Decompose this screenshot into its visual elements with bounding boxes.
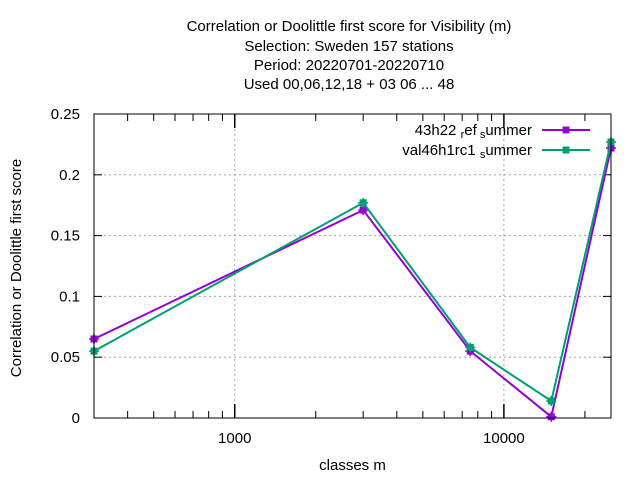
series-line bbox=[93, 147, 612, 419]
plot-frame bbox=[93, 113, 612, 419]
legend-swatch-marker bbox=[562, 146, 570, 154]
y-axis-label: Correlation or Doolittle first score bbox=[8, 159, 25, 377]
series-line bbox=[93, 141, 612, 403]
legend-label-1: val46h1rc1 summer bbox=[402, 142, 532, 161]
series-1 bbox=[89, 136, 616, 406]
y-tick-label: 0.15 bbox=[51, 228, 80, 245]
legend-swatch-marker bbox=[562, 126, 570, 134]
title-line-0: Correlation or Doolittle first score for… bbox=[187, 18, 512, 35]
grid-lines bbox=[94, 114, 611, 418]
title-line-2: Period: 20220701-20220710 bbox=[254, 57, 444, 74]
y-tick-label: 0.05 bbox=[51, 349, 80, 366]
y-tick-label: 0.2 bbox=[59, 167, 80, 184]
x-axis-label: classes m bbox=[319, 457, 386, 474]
y-tick-label: 0 bbox=[72, 410, 80, 427]
title-line-1: Selection: Sweden 157 stations bbox=[244, 38, 453, 55]
y-tick-label: 0.25 bbox=[51, 106, 80, 123]
y-tick-label: 0.1 bbox=[59, 288, 80, 305]
series-layer bbox=[89, 136, 616, 422]
series-0 bbox=[89, 143, 616, 422]
legend-label-0: 43h22 ref summer bbox=[415, 122, 532, 141]
title-line-3: Used 00,06,12,18 + 03 06 ... 48 bbox=[244, 76, 455, 93]
x-tick-label: 1000 bbox=[218, 430, 251, 447]
chart-title: Correlation or Doolittle first score for… bbox=[187, 18, 512, 93]
x-tick-label: 10000 bbox=[483, 430, 525, 447]
